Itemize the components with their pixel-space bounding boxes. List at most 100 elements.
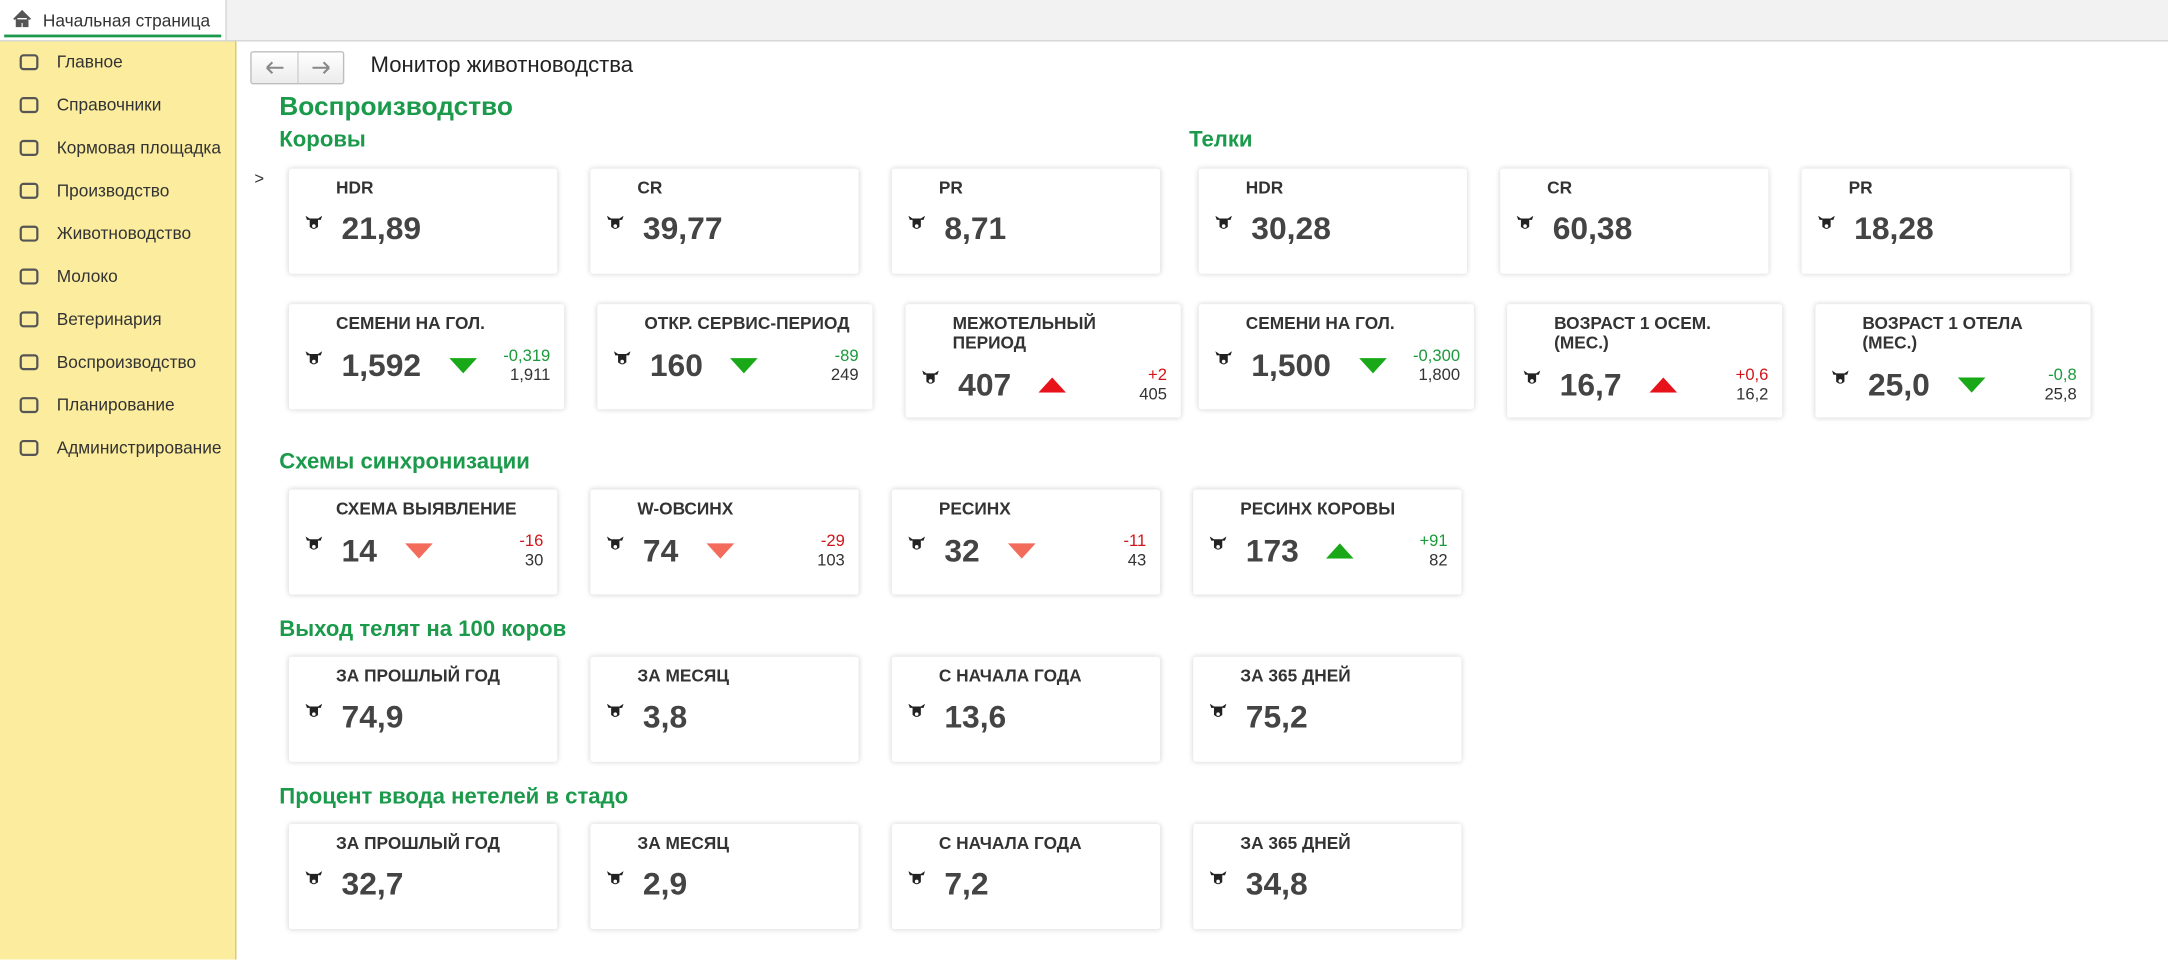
kpi-card: CR 39,77 — [590, 168, 859, 274]
kpi-card: HDR 21,89 — [288, 168, 558, 274]
sidebar-item[interactable]: Ветеринария — [0, 303, 235, 336]
kpi-card: CR 60,38 — [1500, 168, 1769, 274]
kpi-card: ЗА МЕСЯЦ 3,8 — [590, 656, 859, 762]
kpi-card: СЕМЕНИ НА ГОЛ. 1,500 -0,300 1,800 — [1198, 304, 1474, 410]
cow-nose — [1824, 223, 1829, 228]
kpi-previous: 103 — [817, 550, 845, 570]
kpi-body: 32 -11 43 — [892, 531, 1146, 570]
kpi-previous: 25,8 — [2044, 384, 2077, 404]
sidebar-item[interactable]: Производство — [0, 174, 235, 207]
forward-button[interactable] — [297, 52, 344, 83]
kpi-body: 7,2 — [892, 866, 1146, 903]
cow-nose — [1221, 359, 1226, 364]
kpi-body: 25,0 -0,8 25,8 — [1815, 365, 2077, 404]
cow-shape — [606, 870, 624, 884]
home-tab[interactable]: Начальная страница — [0, 0, 227, 41]
cow-shape — [305, 215, 323, 229]
cow-icon — [606, 703, 624, 717]
arrow-shape — [1649, 377, 1677, 393]
cow-icon — [606, 536, 624, 550]
kpi-delta: +91 — [1419, 530, 1448, 551]
delta-box: +2 405 — [1139, 365, 1167, 404]
icon-shape — [19, 97, 39, 114]
group-title: Процент ввода нетелей в стадо — [279, 785, 629, 809]
sidebar-label: Главное — [56, 52, 123, 72]
sidebar-label: Молоко — [56, 266, 118, 287]
sidebar-item[interactable]: Администрирование — [0, 431, 235, 464]
kpi-value: 74,9 — [341, 698, 404, 735]
cow-shape — [1523, 370, 1541, 384]
cow-shape — [305, 703, 323, 717]
kpi-delta: -16 — [519, 530, 544, 551]
kpi-value: 13,6 — [944, 698, 1007, 735]
kpi-delta: -0,319 — [503, 345, 551, 366]
icon-shape — [19, 268, 39, 285]
cow-nose — [312, 878, 316, 883]
sidebar-item[interactable]: Молоко — [0, 260, 235, 293]
arrow-shape — [404, 543, 433, 559]
kpi-value: 75,2 — [1245, 698, 1308, 735]
cow-shape — [1209, 870, 1227, 884]
kpi-label: ОТКР. СЕРВИС-ПЕРИОД — [644, 313, 850, 334]
nav-buttons — [250, 51, 345, 85]
kpi-delta: -0,300 — [1413, 345, 1461, 366]
kpi-card: РЕСИНХ 32 -11 43 — [891, 489, 1161, 595]
kpi-previous: 1,800 — [1418, 365, 1461, 385]
kpi-body: 173 +91 82 — [1193, 530, 1448, 570]
group-title: Схемы синхронизации — [279, 450, 530, 475]
kpi-label: С НАЧАЛА ГОДА — [938, 833, 1082, 854]
cow-icon — [1209, 870, 1227, 884]
sidebar-item[interactable]: Справочники — [0, 88, 235, 121]
kpi-value: 1,500 — [1251, 346, 1331, 383]
arrow-shape — [1326, 543, 1355, 559]
kpi-body: 2,9 — [590, 866, 844, 903]
sidebar-item[interactable]: Главное — [0, 46, 235, 79]
trend-arrow — [1007, 543, 1036, 559]
kpi-previous: 43 — [1127, 550, 1147, 570]
sidebar-label: Ветеринария — [56, 309, 162, 330]
sidebar-item[interactable]: Планирование — [0, 389, 235, 422]
kpi-delta: +2 — [1148, 365, 1167, 385]
cow-icon — [1523, 370, 1541, 384]
kpi-label: СЕМЕНИ НА ГОЛ. — [335, 313, 485, 334]
kpi-value: 32 — [944, 531, 980, 568]
kpi-label: РЕСИНХ — [938, 499, 1011, 519]
kpi-card: ВОЗРАСТ 1 ОТЕЛА (МЕС.) 25,0 -0,8 25,8 — [1815, 304, 2091, 418]
kpi-card: СЕМЕНИ НА ГОЛ. 1,592 -0,319 1,911 — [288, 304, 565, 410]
kpi-body: 30,28 — [1199, 210, 1453, 247]
cow-icon — [305, 536, 323, 550]
sidebar-icon — [19, 311, 39, 328]
kpi-previous: 405 — [1139, 384, 1167, 404]
kpi-label: ЗА ПРОШЛЫЙ ГОД — [335, 833, 501, 854]
kpi-label: HDR — [1245, 178, 1284, 198]
arrow-shape — [1038, 377, 1067, 393]
kpi-value: 173 — [1245, 531, 1299, 568]
kpi-body: 74,9 — [289, 698, 543, 735]
kpi-label: СЕМЕНИ НА ГОЛ. — [1245, 313, 1395, 334]
cow-shape — [1516, 215, 1534, 229]
cow-icon — [1209, 536, 1227, 550]
kpi-body: 1,592 -0,319 1,911 — [289, 345, 551, 384]
sidebar-item[interactable]: Животноводство — [0, 217, 235, 250]
kpi-card: ЗА 365 ДНЕЙ 34,8 — [1193, 824, 1462, 930]
sidebar-icon — [19, 268, 39, 285]
kpi-value: 25,0 — [1867, 365, 1930, 402]
sidebar-item[interactable]: Воспроизводство — [0, 346, 235, 379]
kpi-label: РЕСИНХ КОРОВЫ — [1240, 499, 1396, 519]
arrow-shape — [1007, 543, 1036, 559]
kpi-value: 74 — [642, 531, 679, 568]
sidebar: Главное Справочники Кормовая площадка Произ… — [0, 41, 237, 960]
kpi-value: 32,7 — [341, 865, 404, 902]
cow-shape — [305, 351, 323, 365]
sidebar-item[interactable]: Кормовая площадка — [0, 131, 235, 164]
cow-nose — [620, 359, 624, 364]
kpi-label: PR — [1848, 178, 1873, 198]
kpi-value: 160 — [649, 346, 703, 383]
kpi-card: РЕСИНХ КОРОВЫ 173 +91 82 — [1193, 489, 1462, 595]
back-button[interactable] — [252, 53, 298, 83]
sidebar-icon — [19, 439, 39, 456]
cow-shape — [606, 536, 624, 550]
kpi-value: 8,71 — [944, 210, 1007, 247]
cow-icon — [908, 536, 925, 550]
kpi-card: PR 18,28 — [1801, 168, 2070, 274]
